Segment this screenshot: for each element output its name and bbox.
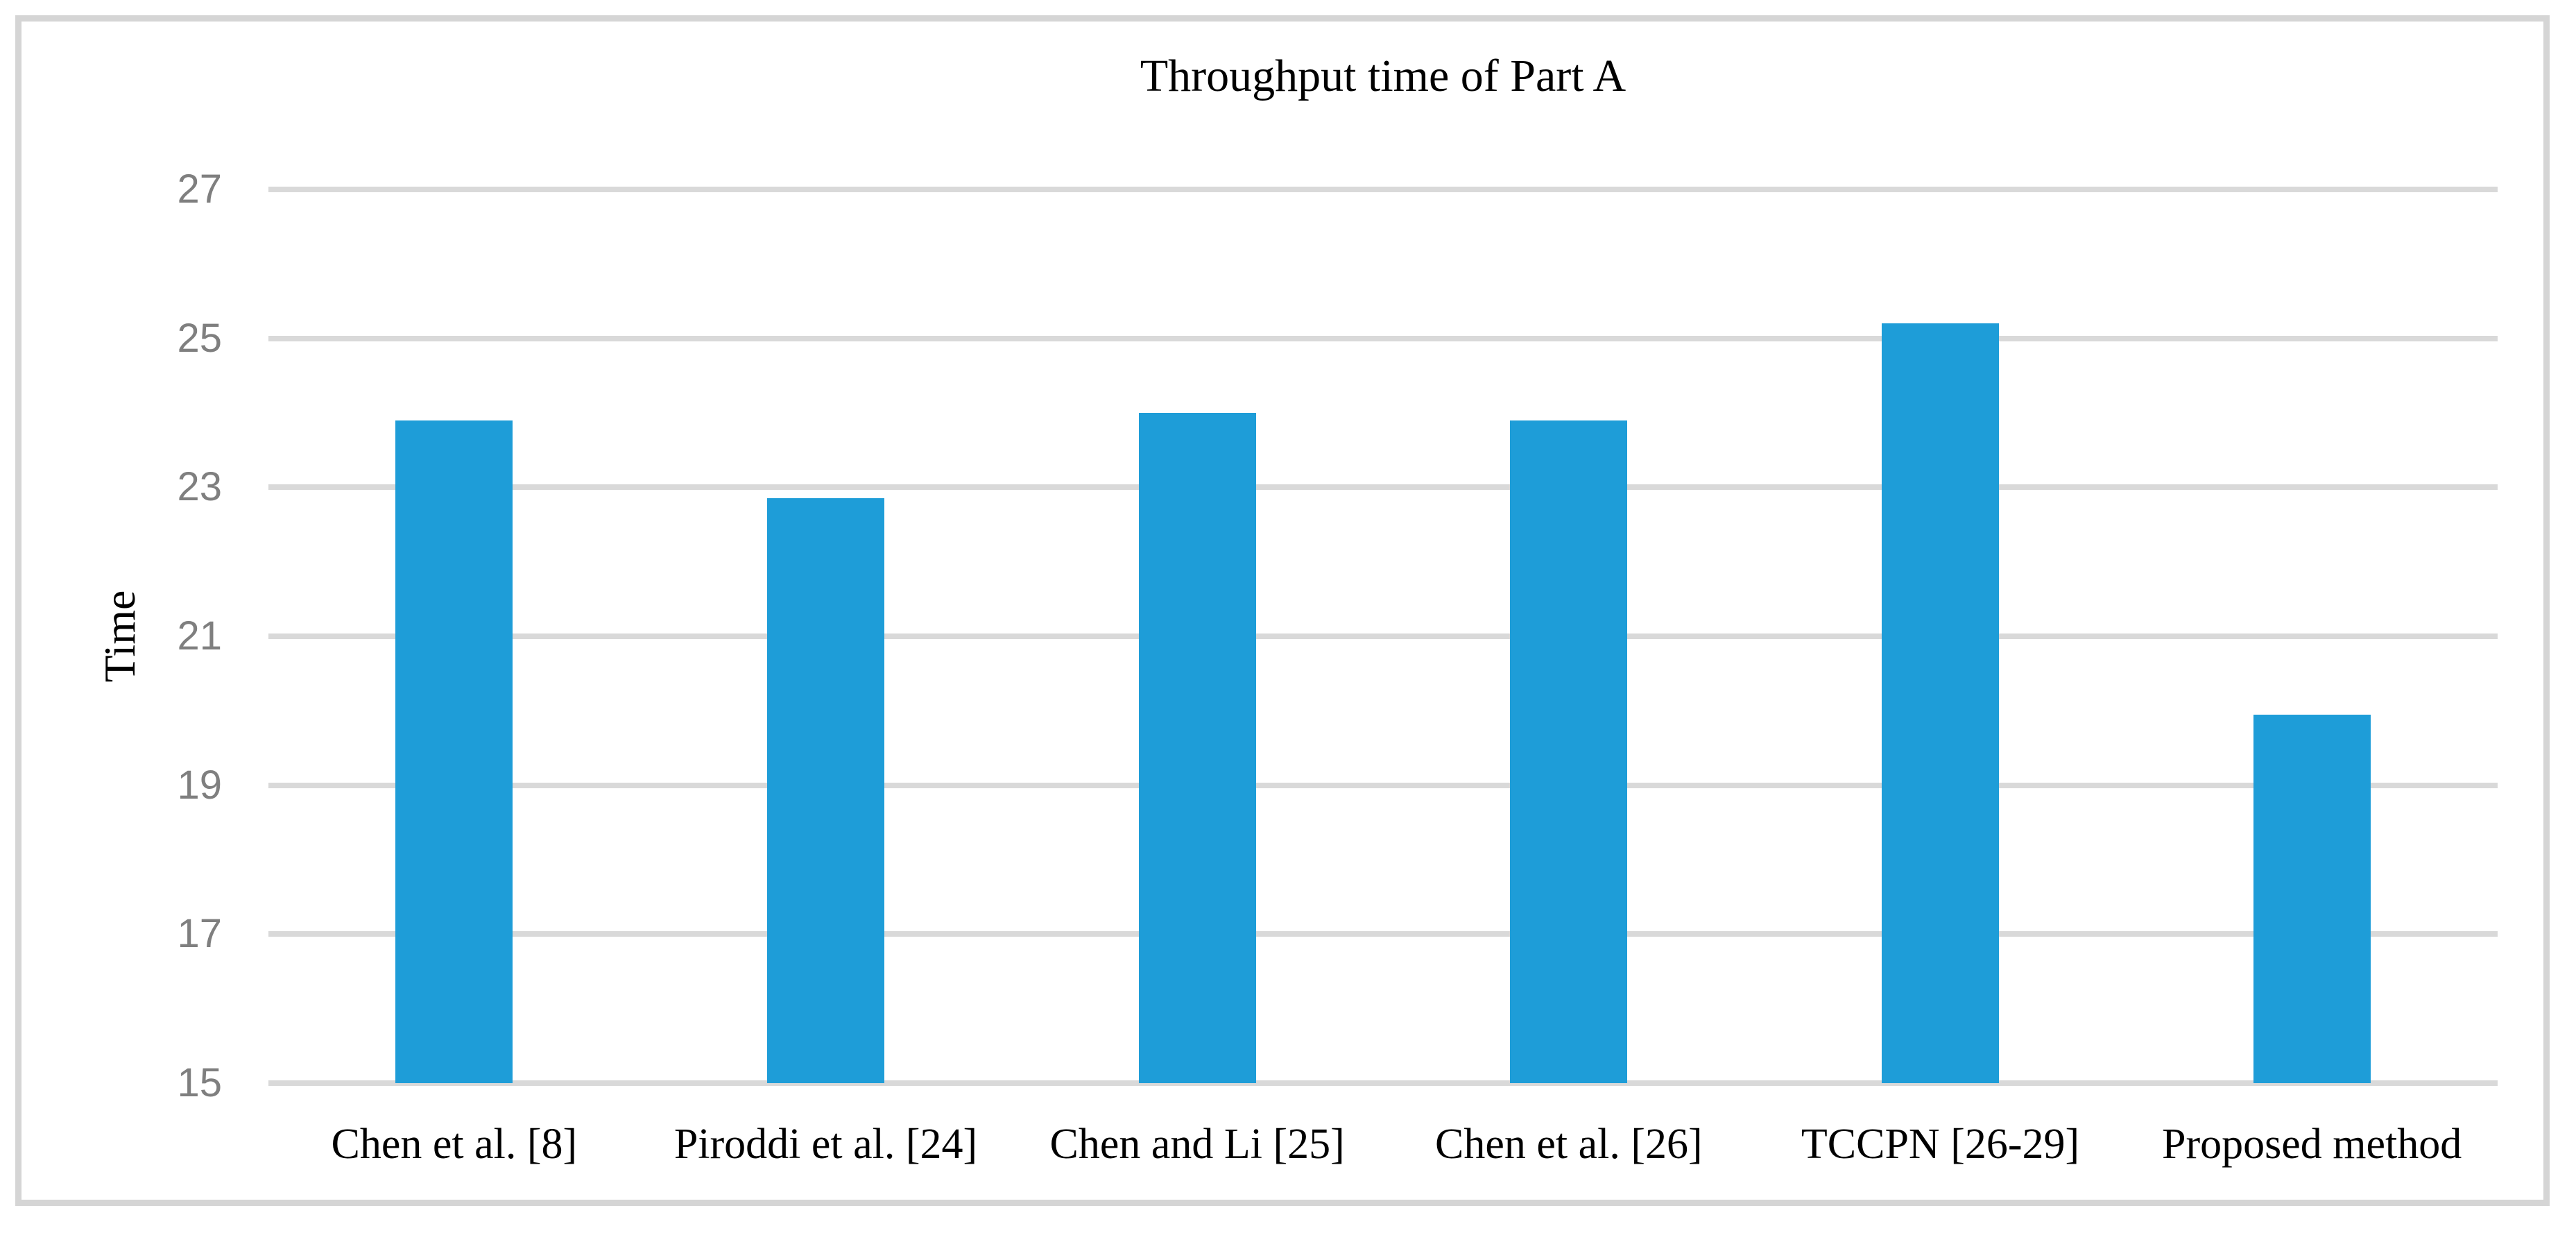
x-category-label-4: Chen et al. [26] bbox=[1435, 1121, 1703, 1168]
y-tick-label-23: 23 bbox=[177, 464, 222, 510]
gridline-25 bbox=[268, 335, 2498, 341]
x-category-label-1: Chen et al. [8] bbox=[331, 1121, 578, 1168]
x-category-label-6: Proposed method bbox=[2162, 1121, 2462, 1168]
y-tick-label-17: 17 bbox=[177, 911, 222, 957]
y-tick-label-21: 21 bbox=[177, 613, 222, 658]
y-tick-label-15: 15 bbox=[177, 1060, 222, 1105]
bar-1 bbox=[395, 420, 513, 1083]
bar-2 bbox=[767, 498, 884, 1083]
chart-title: Throughput time of Part A bbox=[1140, 51, 1626, 101]
bar-5 bbox=[1882, 323, 1999, 1083]
plot-area bbox=[268, 187, 2498, 1086]
y-tick-label-27: 27 bbox=[177, 167, 222, 212]
bar-6 bbox=[2253, 714, 2371, 1083]
gridline-17 bbox=[268, 931, 2498, 937]
x-category-label-3: Chen and Li [25] bbox=[1049, 1121, 1345, 1168]
gridline-15 bbox=[268, 1080, 2498, 1086]
chart-border-frame bbox=[15, 15, 2550, 1206]
y-tick-label-25: 25 bbox=[177, 315, 222, 361]
gridline-27 bbox=[268, 187, 2498, 192]
x-category-label-2: Piroddi et al. [24] bbox=[673, 1121, 978, 1168]
bar-4 bbox=[1510, 420, 1628, 1083]
y-tick-label-19: 19 bbox=[177, 762, 222, 808]
gridline-19 bbox=[268, 782, 2498, 788]
x-category-label-5: TCCPN [26-29] bbox=[1801, 1121, 2080, 1168]
gridline-21 bbox=[268, 633, 2498, 639]
bar-3 bbox=[1138, 413, 1256, 1083]
gridline-23 bbox=[268, 484, 2498, 491]
